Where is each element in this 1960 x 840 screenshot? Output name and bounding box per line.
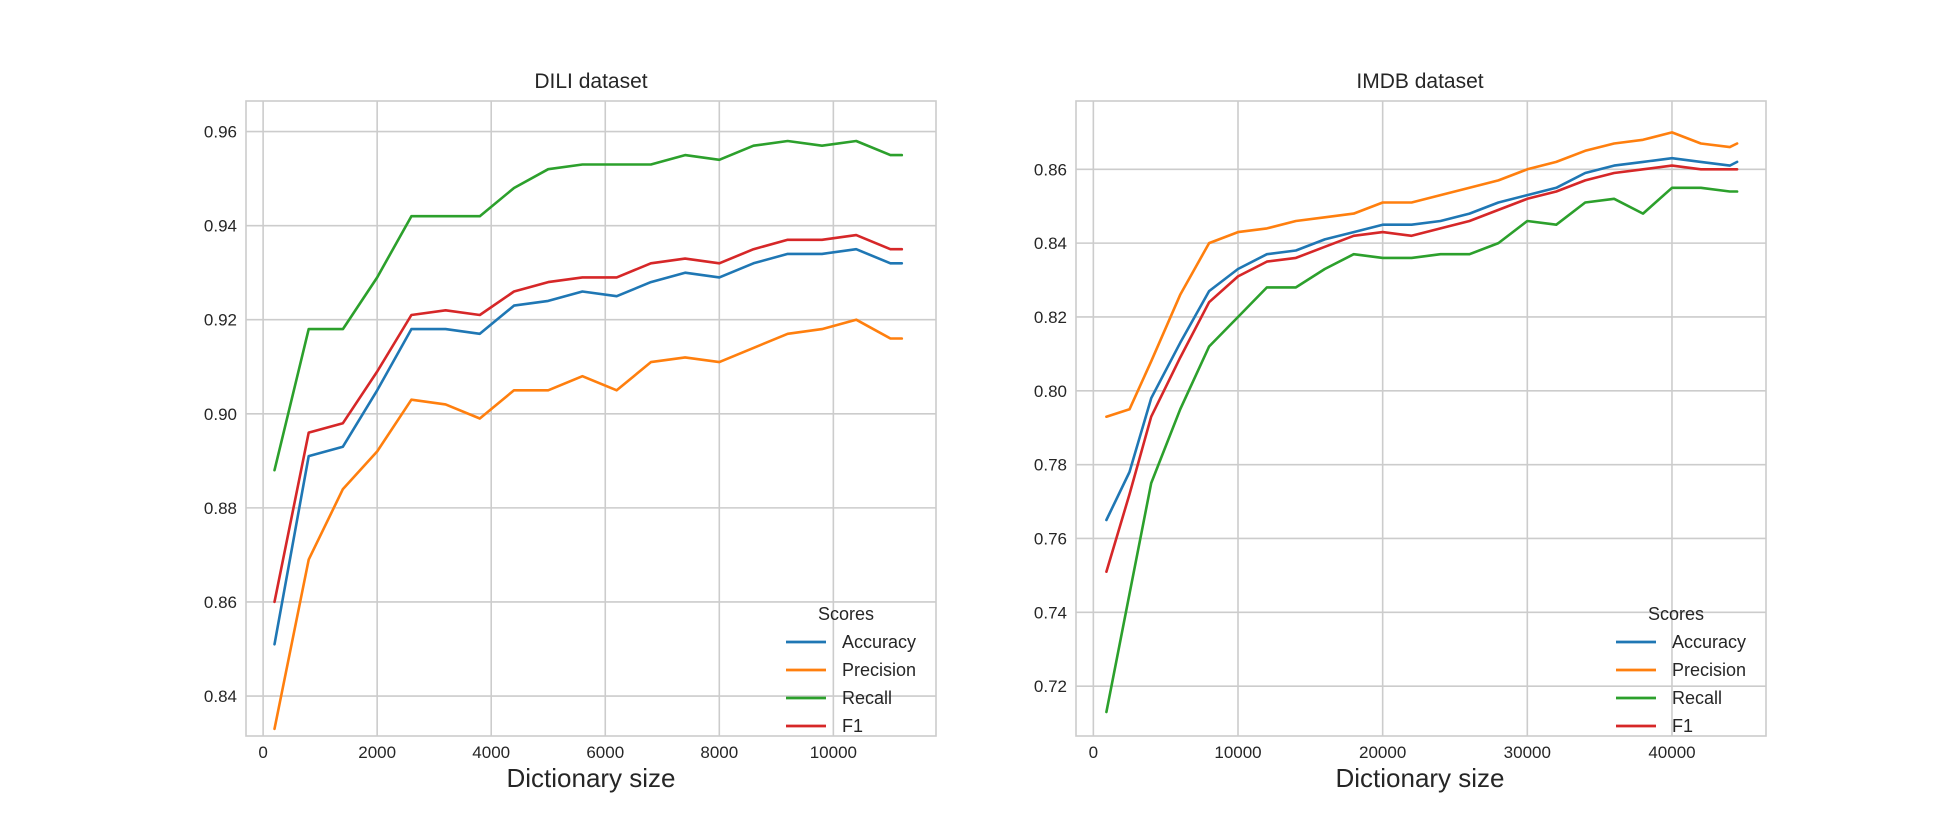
chart-title: DILI dataset [534,70,647,93]
y-tick-label: 0.86 [1034,160,1067,179]
legend-label: Accuracy [1672,632,1746,652]
y-tick-label: 0.94 [204,217,237,236]
legend-label: Recall [842,688,892,708]
series-line-precision [273,318,904,731]
y-tick-label: 0.90 [204,405,237,424]
y-tick-label: 0.78 [1034,456,1067,475]
y-tick-label: 0.92 [204,311,237,330]
x-tick-label: 0 [258,743,267,762]
x-tick-label: 40000 [1648,743,1695,762]
x-axis-label: Dictionary size [1335,763,1504,793]
x-tick-label: 30000 [1504,743,1551,762]
y-tick-label: 0.80 [1034,382,1067,401]
x-tick-label: 0 [1089,743,1098,762]
y-tick-label: 0.82 [1034,308,1067,327]
chart-title: IMDB dataset [1356,70,1483,93]
y-tick-label: 0.88 [204,499,237,518]
y-tick-label: 0.76 [1034,529,1067,548]
series-line-accuracy [1105,156,1739,522]
legend-label: F1 [842,716,863,736]
x-tick-label: 20000 [1359,743,1406,762]
series-line-recall [273,139,904,472]
plot-frame [245,100,937,737]
legend-label: Precision [842,660,916,680]
x-tick-label: 6000 [586,743,624,762]
plot-frame [1075,100,1767,737]
legend-label: Recall [1672,688,1722,708]
y-tick-label: 0.96 [204,123,237,142]
series-line-f1 [273,233,904,604]
legend-label: F1 [1672,716,1693,736]
x-tick-label: 10000 [1214,743,1261,762]
y-tick-label: 0.86 [204,593,237,612]
legend-label: Precision [1672,660,1746,680]
x-axis-label: Dictionary size [506,763,675,793]
series-line-f1 [1105,164,1739,574]
x-tick-label: 8000 [700,743,738,762]
chart-imdb: IMDB dataset Dictionary size 0 10000 20000… [1034,70,1767,793]
series-line-precision [1105,131,1739,419]
y-tick-label: 0.84 [1034,234,1067,253]
y-tick-label: 0.72 [1034,677,1067,696]
x-tick-label: 10000 [810,743,857,762]
legend-title: Scores [1648,604,1704,624]
legend-label: Accuracy [842,632,916,652]
series-line-recall [1105,186,1739,714]
x-tick-label: 2000 [358,743,396,762]
chart-dili: DILI dataset Dictionary size 0 2000 4000 60… [204,70,937,793]
series-line-accuracy [273,247,904,646]
y-tick-label: 0.74 [1034,603,1067,622]
y-tick-label: 0.84 [204,687,237,706]
legend-title: Scores [818,604,874,624]
x-tick-label: 4000 [472,743,510,762]
